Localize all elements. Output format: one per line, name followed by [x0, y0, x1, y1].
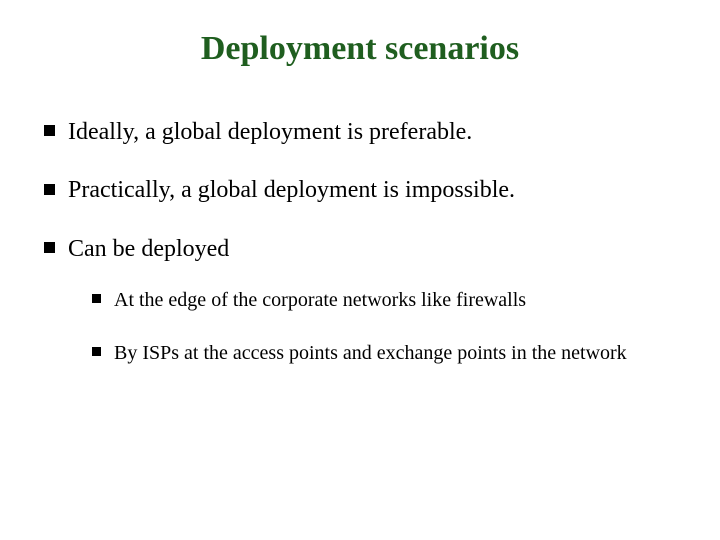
list-item: Practically, a global deployment is impo… — [40, 174, 684, 206]
slide-title: Deployment scenarios — [36, 30, 684, 68]
list-item: Ideally, a global deployment is preferab… — [40, 116, 684, 148]
sub-bullet-list: At the edge of the corporate networks li… — [68, 285, 684, 369]
bullet-text: Can be deployed — [68, 236, 229, 262]
bullet-list: Ideally, a global deployment is preferab… — [36, 116, 684, 369]
slide: Deployment scenarios Ideally, a global d… — [0, 0, 720, 540]
list-item: Can be deployed At the edge of the corpo… — [40, 233, 684, 369]
bullet-text: At the edge of the corporate networks li… — [114, 289, 526, 311]
bullet-text: By ISPs at the access points and exchang… — [114, 342, 627, 364]
list-item: At the edge of the corporate networks li… — [90, 285, 684, 316]
bullet-text: Ideally, a global deployment is preferab… — [68, 119, 472, 145]
list-item: By ISPs at the access points and exchang… — [90, 338, 684, 369]
bullet-text: Practically, a global deployment is impo… — [68, 177, 515, 203]
